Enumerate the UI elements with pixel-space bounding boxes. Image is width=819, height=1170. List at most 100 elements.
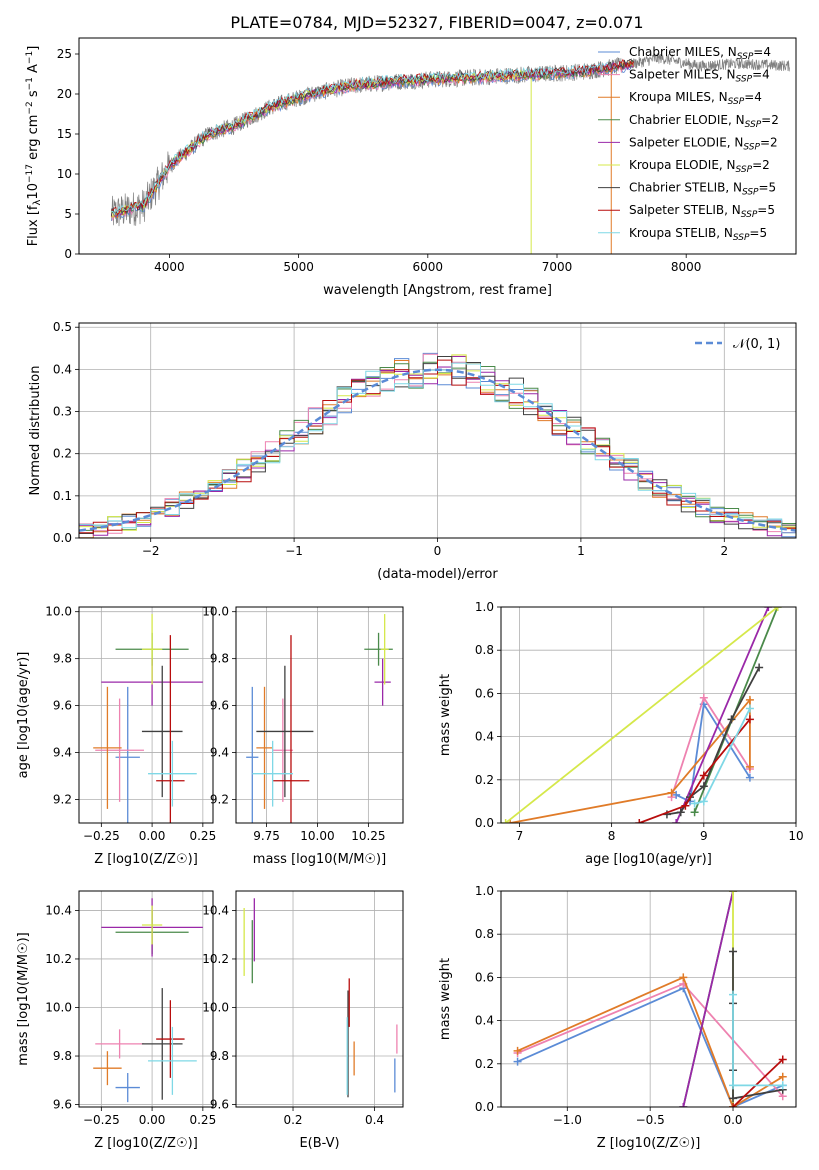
- weight-marker-chabrier_stelib: [729, 1094, 738, 1103]
- plot-area: [243, 898, 398, 1098]
- plot-area: [513, 891, 787, 1107]
- y-tick-label: 0.5: [53, 320, 72, 334]
- weight-marker-chabrier_stelib: [676, 808, 685, 817]
- y-axis-label: mass weight: [438, 958, 453, 1040]
- weight-line-kroupa_elodie: [505, 607, 779, 823]
- y-tick-label: 0.6: [475, 686, 494, 700]
- panel-3: [75, 606, 214, 827]
- legend-label-salpeter_stelib: Salpeter STELIB, NSSP=5: [629, 203, 775, 220]
- y-tick-label: 0.8: [475, 927, 494, 941]
- x-tick-label: 0.4: [365, 1113, 384, 1127]
- y-axis-label: Normed distribution: [28, 366, 43, 496]
- weight-marker-kroupa_stelib: [778, 1081, 787, 1090]
- weight-marker-kroupa_miles: [667, 788, 676, 797]
- weight-line-chabrier_stelib: [732, 951, 783, 1100]
- y-tick-label: 9.8: [53, 1049, 72, 1063]
- y-tick-label: 25: [57, 47, 72, 61]
- axes-frame: [78, 890, 214, 1108]
- x-tick-label: −2: [142, 544, 160, 558]
- x-tick-label: −0.25: [83, 829, 120, 843]
- y-tick-label: 10.4: [202, 903, 229, 917]
- weight-marker-chabrier_miles: [672, 790, 681, 799]
- y-tick-label: 0.3: [53, 405, 72, 419]
- weight-marker-kroupa_stelib: [745, 704, 754, 713]
- weight-marker-kroupa_elodie: [501, 819, 510, 823]
- x-tick-label: 0.00: [139, 1113, 166, 1127]
- y-tick-label: 9.6: [210, 1098, 229, 1112]
- y-tick-label: 9.8: [210, 1049, 229, 1063]
- weight-marker-chabrier_stelib: [699, 782, 708, 791]
- x-tick-label: 0.0: [723, 1113, 742, 1127]
- y-tick-label: 10.2: [202, 952, 229, 966]
- weight-marker-kroupa_miles: [778, 1072, 787, 1081]
- x-tick-label: 8: [608, 829, 616, 843]
- weight-marker-chabrier_elodie: [690, 808, 699, 817]
- weight-marker-salpeter_miles: [699, 693, 708, 702]
- x-axis-label: (data-model)/error: [377, 567, 498, 582]
- axes-frame: [78, 37, 797, 255]
- y-axis-label: mass weight: [438, 674, 453, 756]
- x-tick-label: −1.0: [553, 1113, 582, 1127]
- weight-line-chabrier_stelib: [666, 667, 760, 816]
- y-tick-label: 10: [57, 167, 72, 181]
- plot-area: [501, 607, 782, 823]
- x-tick-label: 10.25: [351, 829, 385, 843]
- x-axis-label: age [log10(age/yr)]: [585, 852, 712, 867]
- weight-marker-salpeter_elodie: [672, 819, 681, 823]
- weight-marker-kroupa_elodie: [773, 607, 782, 611]
- weight-line-salpeter_elodie: [675, 607, 770, 823]
- y-tick-label: 0.2: [53, 447, 72, 461]
- x-tick-label: 4000: [154, 260, 185, 274]
- weight-marker-salpeter_stelib: [745, 715, 754, 724]
- weight-marker-salpeter_stelib: [729, 1103, 738, 1107]
- panel-6: [75, 890, 214, 1111]
- y-tick-label: 5: [64, 207, 72, 221]
- x-tick-label: −1: [285, 544, 303, 558]
- x-axis-label: Z [log10(Z/Z☉)]: [94, 1136, 198, 1151]
- x-tick-label: 6000: [413, 260, 444, 274]
- legend-label-chabrier_stelib: Chabrier STELIB, NSSP=5: [629, 181, 776, 198]
- weight-marker-salpeter_elodie: [679, 1103, 688, 1107]
- weight-marker-chabrier_stelib: [727, 715, 736, 724]
- y-tick-label: 9.6: [53, 699, 72, 713]
- x-axis-label: mass [log10(M/M☉)]: [253, 852, 386, 867]
- x-tick-label: 0: [434, 544, 442, 558]
- y-tick-label: 9.8: [53, 652, 72, 666]
- weight-marker-kroupa_miles: [745, 695, 754, 704]
- x-tick-label: 10: [788, 829, 803, 843]
- panel-4: [232, 606, 404, 827]
- plot-area: [93, 614, 203, 823]
- x-tick-label: 5000: [283, 260, 314, 274]
- weight-line-salpeter_stelib: [638, 718, 751, 823]
- legend-label-salpeter_elodie: Salpeter ELODIE, NSSP=2: [629, 135, 778, 152]
- legend-label-kroupa_miles: Kroupa MILES, NSSP=4: [629, 90, 762, 107]
- y-tick-label: 10.0: [202, 605, 229, 619]
- y-tick-label: 0.0: [475, 1100, 494, 1114]
- panel-1: Chabrier MILES, NSSP=4 Salpeter MILES, NS…: [25, 37, 797, 258]
- y-tick-label: 10.2: [45, 952, 72, 966]
- x-tick-label: 9.75: [253, 829, 280, 843]
- plot-area: [110, 52, 790, 254]
- y-tick-label: 9.4: [53, 746, 72, 760]
- weight-marker-salpeter_stelib: [635, 819, 644, 823]
- x-tick-label: 0.2: [283, 1113, 302, 1127]
- panel-2: [75, 322, 797, 542]
- x-tick-label: 10.00: [300, 829, 334, 843]
- weight-marker-chabrier_miles: [745, 773, 754, 782]
- weight-line-chabrier_miles: [517, 987, 784, 1107]
- x-tick-label: 0.25: [189, 829, 216, 843]
- y-tick-label: 0.4: [53, 362, 72, 376]
- plot-area: [79, 352, 796, 538]
- axes-frame: [500, 890, 797, 1108]
- weight-marker-salpeter_stelib: [778, 1055, 787, 1064]
- x-tick-label: 0.00: [139, 829, 166, 843]
- y-tick-label: 9.6: [210, 699, 229, 713]
- weight-marker-kroupa_stelib: [699, 797, 708, 806]
- y-tick-label: 0.6: [475, 970, 494, 984]
- y-axis-label: age [log10(age/yr)]: [16, 652, 31, 779]
- y-tick-label: 0.4: [475, 730, 494, 744]
- x-axis-label: Z [log10(Z/Z☉)]: [597, 1136, 701, 1151]
- x-tick-label: 7000: [542, 260, 573, 274]
- axes-frame: [235, 890, 404, 1108]
